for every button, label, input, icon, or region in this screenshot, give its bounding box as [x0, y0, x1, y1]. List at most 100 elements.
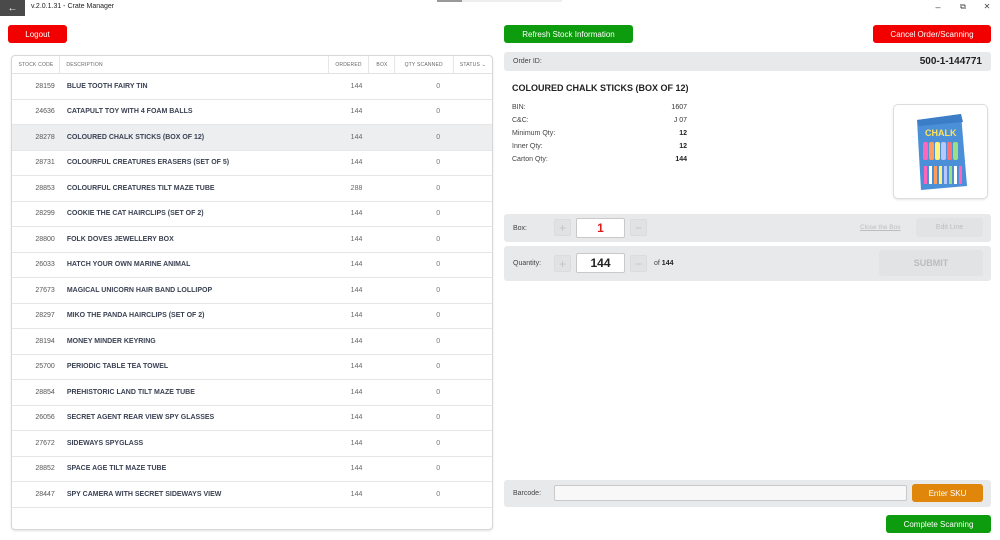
cell-description: SPACE AGE TILT MAZE TUBE: [66, 465, 167, 473]
table-row[interactable]: 28854 PREHISTORIC LAND TILT MAZE TUBE 144 0: [12, 380, 492, 406]
logout-button[interactable]: Logout: [8, 25, 67, 43]
product-title: COLOURED CHALK STICKS (BOX OF 12): [512, 83, 689, 93]
box-number-input[interactable]: 1: [576, 218, 625, 238]
back-arrow-icon: ←: [7, 2, 18, 14]
table-row[interactable]: 27672 SIDEWAYS SPYGLASS 144 0: [12, 431, 492, 457]
enter-sku-button[interactable]: Enter SKU: [912, 484, 983, 502]
cell-ordered: 144: [350, 133, 363, 141]
column-description[interactable]: DESCRIPTION: [60, 56, 330, 73]
cell-qty-scanned: 0: [436, 133, 441, 141]
cancel-order-button[interactable]: Cancel Order/Scanning: [873, 25, 991, 43]
restore-icon[interactable]: ⧉: [960, 2, 966, 11]
table-row[interactable]: 28278 COLOURED CHALK STICKS (BOX OF 12) 14…: [12, 125, 492, 151]
cell-stock-code: 28159: [35, 82, 55, 90]
barcode-bar: Barcode: Enter SKU: [504, 480, 991, 507]
window-title: v.2.0.1.31 - Crate Manager: [31, 3, 115, 10]
cell-stock-code: 28299: [35, 210, 55, 218]
column-stock-code[interactable]: STOCK CODE: [12, 56, 61, 73]
cell-description: MAGICAL UNICORN HAIR BAND LOLLIPOP: [66, 286, 213, 294]
cell-qty-scanned: 0: [436, 261, 441, 269]
cell-qty-scanned: 0: [436, 388, 441, 396]
cell-description: SPY CAMERA WITH SECRET SIDEWAYS VIEW: [66, 490, 222, 498]
quantity-control-bar: Quantity: + 144 − of 144 SUBMIT: [504, 246, 991, 281]
table-row[interactable]: 28299 COOKIE THE CAT HAIRCLIPS (SET OF 2)…: [12, 202, 492, 227]
box-control-bar: Box: + 1 − Close the Box Edit Line: [504, 214, 991, 242]
back-button[interactable]: ←: [0, 0, 25, 16]
cell-description: HATCH YOUR OWN MARINE ANIMAL: [66, 261, 191, 269]
top-progress-bar: [437, 0, 562, 2]
column-ordered[interactable]: ORDERED: [329, 56, 369, 73]
edit-line-button[interactable]: Edit Line: [916, 218, 983, 237]
refresh-stock-button[interactable]: Refresh Stock Information: [504, 25, 633, 43]
cell-qty-scanned: 0: [436, 439, 441, 447]
table-row[interactable]: 28447 SPY CAMERA WITH SECRET SIDEWAYS VIE…: [12, 482, 492, 508]
quantity-decrement-button[interactable]: −: [630, 255, 647, 272]
cell-stock-code: 24636: [35, 108, 55, 116]
plus-icon: +: [558, 220, 566, 235]
cell-stock-code: 28852: [35, 465, 55, 473]
cell-qty-scanned: 0: [436, 465, 441, 473]
cell-stock-code: 28278: [35, 133, 55, 141]
column-box[interactable]: BOX: [369, 56, 395, 73]
close-icon[interactable]: ✕: [983, 2, 991, 11]
cell-qty-scanned: 0: [436, 235, 441, 243]
table-row[interactable]: 28800 FOLK DOVES JEWELLERY BOX 144 0: [12, 227, 492, 253]
quantity-input[interactable]: 144: [576, 253, 625, 273]
cell-qty-scanned: 0: [436, 414, 441, 422]
complete-scanning-button[interactable]: Complete Scanning: [886, 515, 991, 533]
barcode-input[interactable]: [554, 485, 907, 501]
chevron-down-icon: ⌄: [481, 61, 487, 68]
cell-stock-code: 26033: [35, 261, 55, 269]
cell-stock-code: 27673: [35, 286, 55, 294]
close-box-link[interactable]: Close the Box: [860, 224, 901, 231]
table-row[interactable]: 26033 HATCH YOUR OWN MARINE ANIMAL 144 0: [12, 253, 492, 278]
box-increment-button[interactable]: +: [554, 219, 571, 236]
table-row[interactable]: 28852 SPACE AGE TILT MAZE TUBE 144 0: [12, 457, 492, 482]
column-qty-scanned[interactable]: QTY SCANNED: [395, 56, 454, 73]
cell-ordered: 144: [350, 414, 363, 422]
cell-description: PERIODIC TABLE TEA TOWEL: [66, 363, 169, 371]
cell-qty-scanned: 0: [436, 210, 441, 218]
cell-stock-code: 28731: [35, 159, 55, 167]
table-row[interactable]: 28159 BLUE TOOTH FAIRY TIN 144 0: [12, 74, 492, 100]
cell-ordered: 288: [350, 184, 363, 192]
cell-qty-scanned: 0: [436, 159, 441, 167]
quantity-label: Quantity:: [513, 260, 542, 267]
table-row[interactable]: 24636 CATAPULT TOY WITH 4 FOAM BALLS 144 0: [12, 100, 492, 125]
cell-stock-code: 28800: [35, 235, 55, 243]
chalk-box-image: CHALK: [916, 113, 967, 190]
info-carton-qty: Carton Qty: 144: [512, 156, 687, 163]
box-decrement-button[interactable]: −: [630, 219, 647, 236]
cell-qty-scanned: 0: [436, 312, 441, 320]
cell-ordered: 144: [350, 108, 363, 116]
cell-qty-scanned: 0: [436, 363, 441, 371]
cell-description: COLOURFUL CREATURES ERASERS (SET OF 5): [66, 159, 230, 167]
svg-text:CHALK: CHALK: [925, 128, 957, 138]
cell-qty-scanned: 0: [436, 286, 441, 294]
submit-button[interactable]: SUBMIT: [879, 250, 983, 276]
cell-stock-code: 27672: [35, 439, 55, 447]
table-row[interactable]: 26056 SECRET AGENT REAR VIEW SPY GLASSES 1…: [12, 406, 492, 431]
table-row[interactable]: 28853 COLOURFUL CREATURES TILT MAZE TUBE 2…: [12, 176, 492, 202]
cell-stock-code: 28447: [35, 490, 55, 498]
info-bin: BIN: 1607: [512, 104, 687, 111]
table-row[interactable]: 25700 PERIODIC TABLE TEA TOWEL 144 0: [12, 355, 492, 380]
cell-description: PREHISTORIC LAND TILT MAZE TUBE: [66, 388, 195, 396]
cell-stock-code: 26056: [35, 414, 55, 422]
table-row[interactable]: 27673 MAGICAL UNICORN HAIR BAND LOLLIPOP 1…: [12, 278, 492, 304]
cell-description: BLUE TOOTH FAIRY TIN: [66, 82, 148, 90]
cell-ordered: 144: [350, 261, 363, 269]
table-row[interactable]: 28194 MONEY MINDER KEYRING 144 0: [12, 329, 492, 355]
cell-ordered: 144: [350, 465, 363, 473]
minimize-icon[interactable]: –: [935, 2, 941, 12]
table-row[interactable]: 28731 COLOURFUL CREATURES ERASERS (SET OF…: [12, 151, 492, 176]
cell-description: COLOURED CHALK STICKS (BOX OF 12): [66, 133, 205, 141]
cell-ordered: 144: [350, 82, 363, 90]
table-body: 28159 BLUE TOOTH FAIRY TIN 144 0 24636 CATAPU…: [12, 74, 492, 508]
quantity-increment-button[interactable]: +: [554, 255, 571, 272]
cell-qty-scanned: 0: [436, 490, 441, 498]
cell-qty-scanned: 0: [436, 82, 441, 90]
table-row[interactable]: 28297 MIKO THE PANDA HAIRCLIPS (SET OF 2)…: [12, 304, 492, 329]
column-status[interactable]: STATUS ⌄: [459, 61, 487, 68]
cell-ordered: 144: [350, 388, 363, 396]
